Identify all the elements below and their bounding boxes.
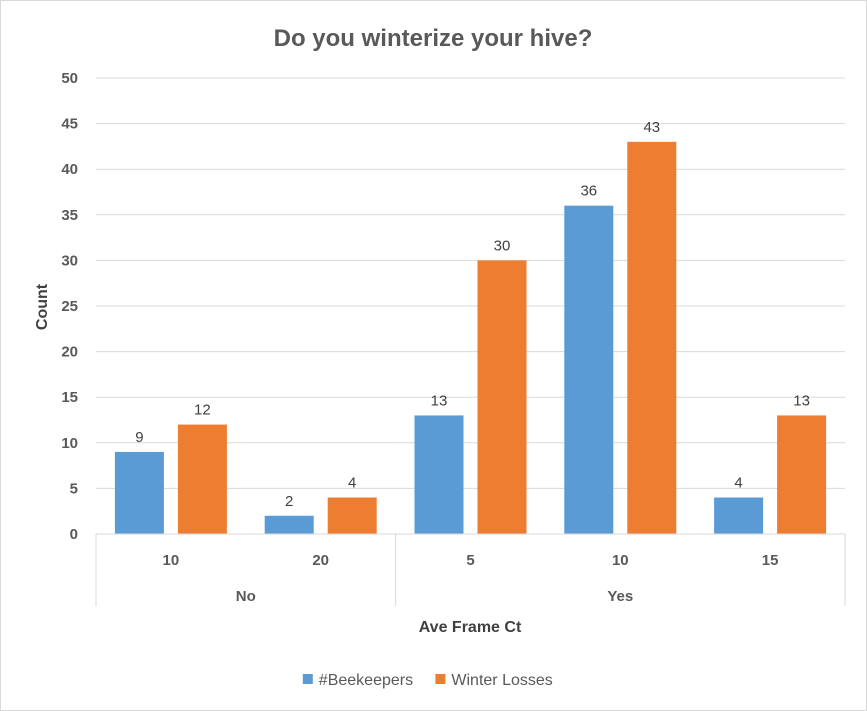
x-axis: 10 20 5 10 15 No Yes [95,533,846,606]
bar [327,497,377,534]
x-tick-label: 15 [762,552,779,569]
y-axis-title: Count [34,283,51,330]
chart-title: Do you winterize your hive? [274,25,593,52]
bars [114,141,827,534]
y-tick-label: 40 [61,161,78,178]
y-tick-label: 30 [61,252,78,269]
bar [714,497,764,534]
data-labels: 9 12 2 4 13 30 36 43 4 13 [135,119,810,510]
y-tick-label: 45 [61,116,78,133]
data-label: 2 [285,493,293,510]
y-tick-label: 35 [61,207,78,224]
x-tick-label: 20 [312,552,329,569]
bar [177,424,227,534]
data-label: 30 [494,237,511,254]
legend-swatch [435,674,446,684]
x-axis-title: Ave Frame Ct [419,619,522,636]
bar [414,415,464,534]
x-tick-label: 5 [466,552,474,569]
y-tick-label: 0 [70,526,78,543]
legend: #Beekeepers Winter Losses [302,672,553,689]
bar [777,415,827,534]
y-tick-label: 50 [61,70,78,87]
x-tick-label: 10 [612,552,629,569]
x-group-label: No [236,588,256,605]
y-tick-label: 15 [61,389,78,406]
legend-label: Winter Losses [451,672,552,689]
bar [114,451,164,534]
bar [264,515,314,534]
bar [477,260,527,534]
data-label: 43 [643,119,660,136]
x-group-label: Yes [607,588,633,605]
y-tick-label: 20 [61,344,78,361]
legend-label: #Beekeepers [319,672,413,689]
y-tick-label: 5 [70,480,78,497]
data-label: 9 [135,429,143,446]
bar [627,141,677,534]
data-label: 13 [793,392,810,409]
x-tick-label: 10 [163,552,180,569]
y-tick-label: 25 [61,298,78,315]
y-tick-label: 10 [61,435,78,452]
data-label: 13 [431,392,448,409]
data-label: 36 [580,183,597,200]
data-label: 4 [734,475,742,492]
data-label: 12 [194,402,211,419]
data-label: 4 [348,475,356,492]
bar [564,205,614,534]
legend-swatch [302,674,313,684]
y-axis-ticks: 0 5 10 15 20 25 30 35 40 45 50 [61,70,78,543]
